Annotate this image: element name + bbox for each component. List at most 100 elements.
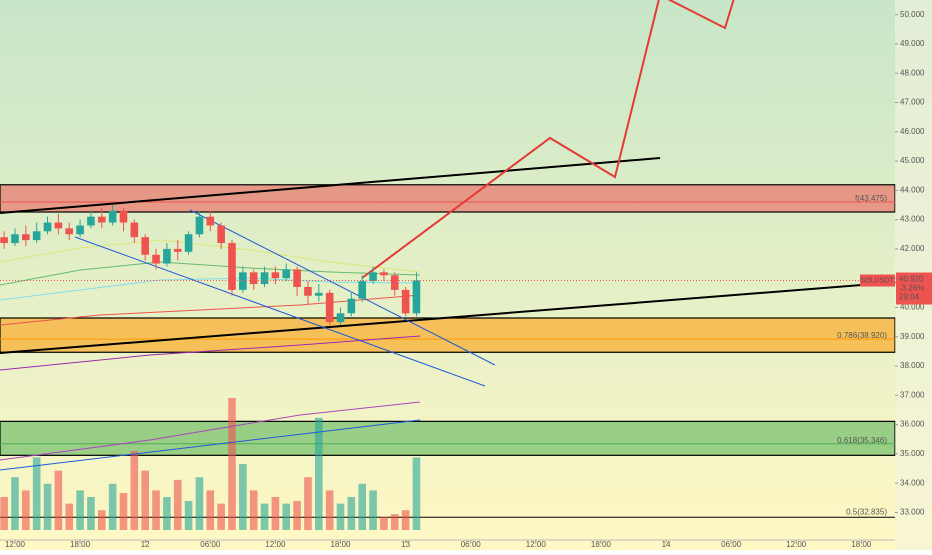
x-tick-label: 13 (401, 540, 410, 549)
volume-bar (401, 510, 410, 530)
candle-body (401, 289, 410, 314)
x-tick-label: 06:00 (200, 540, 221, 549)
y-tick-label: 39.000 (900, 332, 925, 341)
zone-label: 0.618(35.346) (837, 436, 887, 445)
volume-bar (325, 490, 334, 530)
volume-bar (87, 497, 95, 530)
volume-bar (195, 477, 204, 530)
candle-body (282, 269, 291, 279)
x-tick-label: 18:00 (591, 540, 612, 549)
candle-body (315, 292, 323, 296)
candle-body (228, 243, 236, 290)
volume-bar (152, 490, 160, 530)
volume-bar (412, 457, 421, 530)
volume-bar (184, 500, 193, 530)
volume-bar (239, 464, 247, 530)
candle-body (152, 254, 160, 264)
y-tick-label: 43.000 (900, 215, 925, 224)
y-tick-label: 50.000 (900, 10, 925, 19)
candle-body (293, 269, 301, 287)
candle-body (173, 248, 182, 252)
volume-bar (108, 483, 117, 530)
candle-body (130, 222, 139, 238)
x-tick-label: 18:00 (70, 540, 91, 549)
candle-body (54, 222, 63, 229)
zone-label: 0.786(38.920) (837, 331, 887, 340)
volume-bar (22, 490, 30, 530)
zone-label: f(43.475) (855, 194, 887, 203)
zone (0, 184, 896, 213)
candle-body (304, 286, 312, 296)
countdown: 29:04 (899, 293, 920, 302)
last-price: 40.920 (899, 275, 924, 284)
x-tick-label: 12:00 (265, 540, 286, 549)
candle-body (412, 280, 421, 314)
drawings (0, 0, 901, 471)
zone (0, 317, 896, 353)
volume-bar (358, 483, 367, 530)
candle-body (206, 216, 215, 226)
volume-bar (336, 503, 345, 530)
candle-body (65, 228, 74, 235)
candle-body (119, 210, 128, 223)
x-tick-label: 12:00 (5, 540, 26, 549)
volume-bar (43, 483, 52, 530)
candle-body (380, 272, 388, 276)
volume-bar (315, 417, 323, 530)
volume-bar (54, 470, 63, 530)
x-tick-label: 12:00 (526, 540, 547, 549)
candle-body (260, 272, 269, 285)
x-tick-label: 12 (141, 540, 150, 549)
candle-body (76, 225, 84, 235)
volume-bar (97, 510, 106, 530)
symbol: SOLUSDT (860, 277, 894, 284)
volume-bar (293, 500, 301, 530)
candle-body (271, 272, 280, 279)
volume-bar (65, 503, 74, 530)
candle-body (358, 281, 367, 299)
candle-body (43, 222, 52, 232)
volume-bar (11, 477, 19, 530)
volume-bar (206, 490, 215, 530)
candle-body (249, 272, 258, 285)
y-tick-label: 33.000 (900, 508, 925, 517)
volume-bar (282, 503, 291, 530)
change: -3.26% (899, 284, 924, 293)
candle-body (325, 292, 334, 323)
volume-bar (260, 503, 269, 530)
y-tick-label: 36.000 (900, 420, 925, 429)
y-tick-label: 44.000 (900, 185, 925, 194)
candle-body (11, 234, 19, 244)
candle-body (217, 225, 225, 244)
candle-body (390, 275, 399, 290)
y-tick-label: 45.000 (900, 156, 925, 165)
y-tick-label: 42.000 (900, 244, 925, 253)
y-tick-label: 35.000 (900, 449, 925, 458)
volume-bar (347, 497, 356, 530)
volume-bar (76, 490, 84, 530)
x-tick-label: 06:00 (721, 540, 742, 549)
candle-body (87, 216, 95, 226)
candle-body (22, 234, 30, 241)
volume-bar (32, 457, 41, 530)
volume-bar (228, 398, 236, 530)
candle-body (336, 313, 345, 323)
volume-bar (141, 470, 149, 530)
y-tick-label: 47.000 (900, 98, 925, 107)
volume-bar (249, 490, 258, 530)
x-tick-label: 14 (662, 540, 671, 549)
volume-bar (0, 497, 8, 530)
volume-bar (380, 516, 388, 530)
symbol-tag (860, 274, 895, 287)
candle-body (0, 237, 8, 244)
candle-body (97, 216, 106, 223)
y-tick-label: 40.000 (900, 303, 925, 312)
candle-body (369, 272, 377, 282)
volume-bar (217, 503, 225, 530)
candle-body (141, 237, 149, 255)
x-tick-label: 12:00 (786, 540, 807, 549)
candle-body (239, 272, 247, 290)
volume-bar (130, 450, 139, 530)
